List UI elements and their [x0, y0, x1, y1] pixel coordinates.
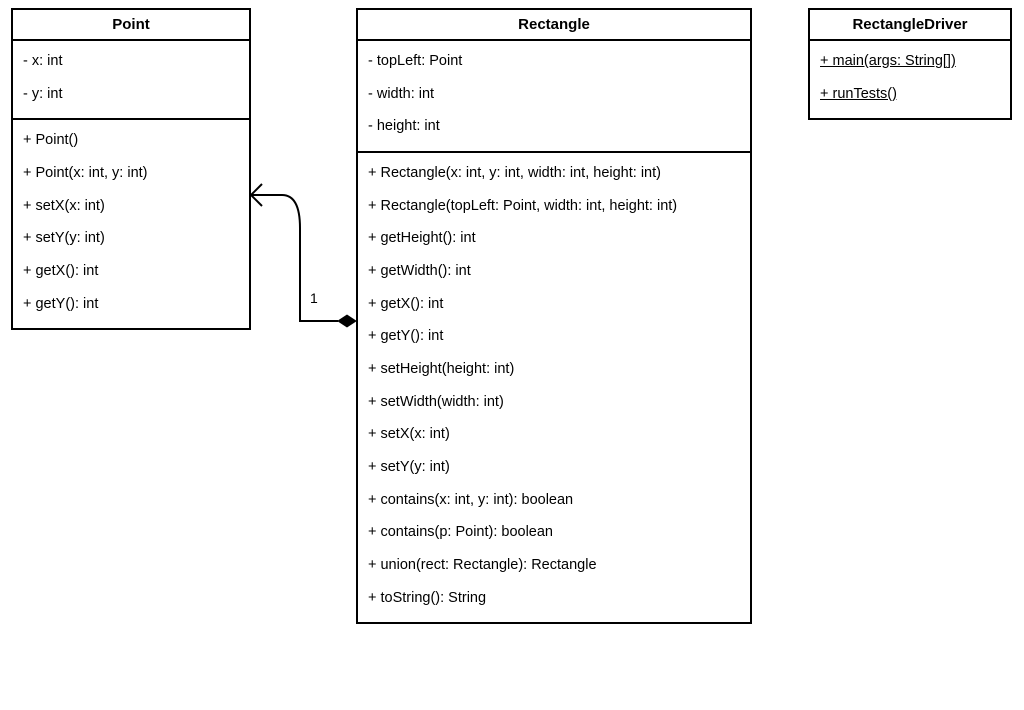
- method: + Point(): [23, 124, 239, 157]
- method: + getY(): int: [23, 288, 239, 321]
- composition-diamond-icon: [338, 315, 356, 327]
- method: + getWidth(): int: [368, 255, 740, 288]
- class-methods-rectangle: + Rectangle(x: int, y: int, width: int, …: [358, 153, 750, 622]
- class-methods-point: + Point() + Point(x: int, y: int) + setX…: [13, 120, 249, 328]
- static-method: + runTests(): [820, 78, 1000, 111]
- class-name-rectangledriver: RectangleDriver: [810, 10, 1010, 41]
- method: + getY(): int: [368, 320, 740, 353]
- method: + Point(x: int, y: int): [23, 157, 239, 190]
- method: + union(rect: Rectangle): Rectangle: [368, 549, 740, 582]
- method: + Rectangle(x: int, y: int, width: int, …: [368, 157, 740, 190]
- multiplicity-label: 1: [310, 290, 318, 306]
- method: + setHeight(height: int): [368, 353, 740, 386]
- method: + getHeight(): int: [368, 222, 740, 255]
- class-attributes-point: - x: int - y: int: [13, 41, 249, 120]
- method: + setWidth(width: int): [368, 386, 740, 419]
- method: + getX(): int: [368, 288, 740, 321]
- class-attributes-rectangle: - topLeft: Point - width: int - height: …: [358, 41, 750, 153]
- method: + toString(): String: [368, 582, 740, 615]
- class-box-point: Point - x: int - y: int + Point() + Poin…: [11, 8, 251, 330]
- composition-connector: [251, 195, 338, 321]
- association-arrowhead-icon: [251, 184, 262, 206]
- attribute: - topLeft: Point: [368, 45, 740, 78]
- class-name-point: Point: [13, 10, 249, 41]
- method: + setY(y: int): [368, 451, 740, 484]
- method: + setX(x: int): [368, 418, 740, 451]
- attribute: - y: int: [23, 78, 239, 111]
- method: + contains(p: Point): boolean: [368, 516, 740, 549]
- class-methods-rectangledriver: + main(args: String[]) + runTests(): [810, 41, 1010, 118]
- class-box-rectangledriver: RectangleDriver + main(args: String[]) +…: [808, 8, 1012, 120]
- uml-class-diagram: Point - x: int - y: int + Point() + Poin…: [0, 0, 1024, 710]
- attribute: - x: int: [23, 45, 239, 78]
- method: + setX(x: int): [23, 190, 239, 223]
- attribute: - width: int: [368, 78, 740, 111]
- attribute: - height: int: [368, 110, 740, 143]
- static-method: + main(args: String[]): [820, 45, 1000, 78]
- class-box-rectangle: Rectangle - topLeft: Point - width: int …: [356, 8, 752, 624]
- method: + Rectangle(topLeft: Point, width: int, …: [368, 190, 740, 223]
- method: + getX(): int: [23, 255, 239, 288]
- method: + contains(x: int, y: int): boolean: [368, 484, 740, 517]
- method: + setY(y: int): [23, 222, 239, 255]
- class-name-rectangle: Rectangle: [358, 10, 750, 41]
